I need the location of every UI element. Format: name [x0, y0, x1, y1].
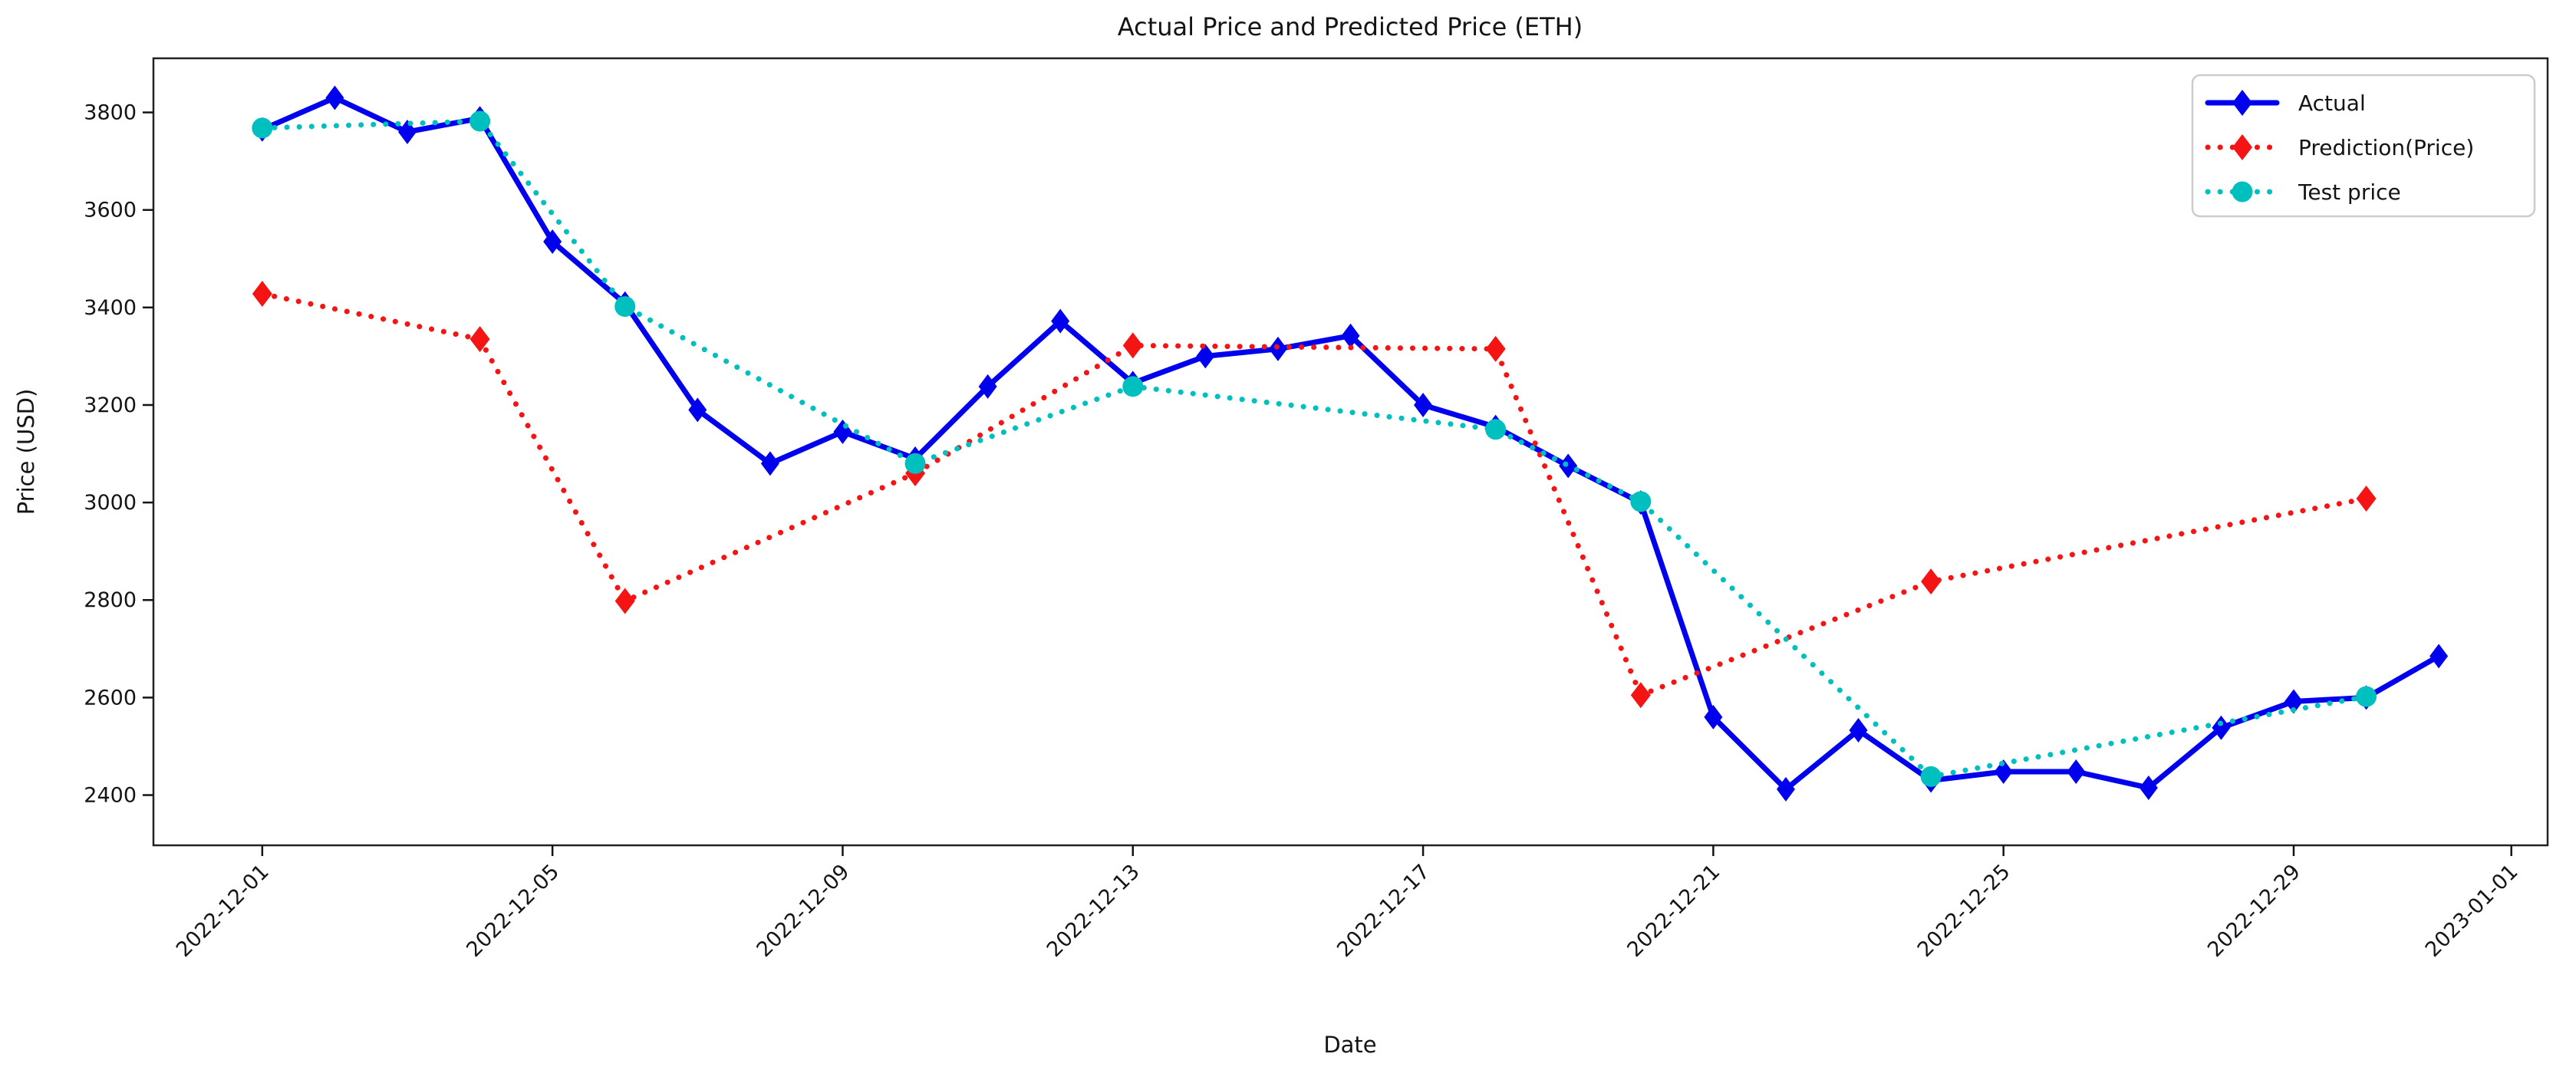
x-tick-label: 2022-12-25 — [1913, 860, 2015, 962]
data-point-marker — [904, 453, 926, 474]
data-point-marker — [1630, 491, 1652, 512]
data-point-marker — [543, 229, 562, 255]
legend-marker — [2232, 90, 2252, 116]
data-point-marker — [1849, 717, 1868, 743]
data-point-marker — [1122, 332, 1143, 359]
y-axis-label: Price (USD) — [13, 389, 39, 515]
x-tick-label: 2022-12-01 — [172, 860, 274, 962]
data-point-marker — [325, 85, 344, 110]
data-point-marker — [978, 374, 997, 399]
data-point-marker — [1341, 323, 1360, 348]
data-point-marker — [2356, 486, 2377, 512]
y-tick-label: 3400 — [84, 296, 137, 320]
x-tick-label: 2022-12-09 — [753, 860, 855, 962]
y-tick-label: 2800 — [84, 588, 137, 612]
data-point-marker — [833, 419, 852, 444]
y-tick-label: 3600 — [84, 199, 137, 222]
x-tick-label: 2022-12-21 — [1622, 860, 1724, 962]
data-point-marker — [1485, 335, 1506, 362]
data-point-marker — [1196, 344, 1215, 369]
data-point-marker — [1704, 704, 1723, 729]
data-point-marker — [2356, 686, 2377, 707]
data-point-marker — [252, 281, 272, 308]
data-point-marker — [614, 588, 635, 614]
data-point-marker — [2212, 715, 2231, 740]
x-tick-label: 2022-12-17 — [1332, 860, 1435, 962]
series-line — [259, 118, 2370, 779]
series-test-price — [252, 110, 2377, 787]
y-tick-label: 2400 — [84, 784, 137, 808]
data-point-marker — [2139, 775, 2158, 800]
legend-label: Test price — [2298, 179, 2401, 205]
data-point-marker — [1630, 682, 1651, 709]
data-point-marker — [614, 296, 636, 318]
data-point-marker — [2429, 644, 2449, 669]
data-point-marker — [688, 397, 707, 423]
chart-series — [252, 85, 2449, 802]
y-tick-label: 3800 — [84, 101, 137, 125]
data-point-marker — [760, 451, 779, 476]
chart-title: Actual Price and Predicted Price (ETH) — [1118, 12, 1583, 41]
data-point-marker — [2284, 689, 2303, 714]
series-line — [259, 94, 2442, 792]
legend-label: Prediction(Price) — [2298, 135, 2474, 160]
legend-marker — [2232, 134, 2252, 160]
data-point-marker — [469, 110, 491, 132]
x-tick-label: 2022-12-29 — [2203, 860, 2305, 962]
plot-area-frame — [152, 57, 2549, 847]
data-point-marker — [469, 326, 490, 353]
data-point-marker — [1921, 568, 1942, 595]
data-point-marker — [1051, 308, 1070, 334]
data-point-marker — [1994, 759, 2013, 785]
x-axis-label: Date — [1323, 1032, 1376, 1058]
data-point-marker — [1414, 392, 1433, 417]
data-point-marker — [1920, 766, 1942, 787]
data-point-marker — [398, 119, 417, 144]
x-tick-label: 2022-12-05 — [462, 860, 564, 962]
data-point-marker — [252, 117, 273, 139]
y-tick-label: 2600 — [84, 686, 137, 710]
y-tick-label: 3000 — [84, 491, 137, 515]
series-line — [259, 291, 2370, 698]
series-prediction-price- — [252, 281, 2377, 709]
data-point-marker — [1122, 376, 1144, 397]
legend-label: Actual — [2298, 91, 2366, 116]
x-tick-label: 2022-12-13 — [1043, 860, 1145, 962]
x-tick-label: 2023-01-01 — [2421, 860, 2523, 962]
legend: Actual Prediction(Price) Test price — [2191, 74, 2536, 218]
series-actual — [252, 85, 2449, 802]
legend-box — [2191, 74, 2536, 218]
data-point-marker — [2067, 759, 2086, 785]
data-point-marker — [1485, 419, 1507, 440]
data-point-marker — [1559, 453, 1578, 479]
data-point-marker — [1776, 776, 1795, 802]
y-tick-label: 3200 — [84, 394, 137, 417]
axis-ticks: 2400 2600 2800 3000 3200 3400 3600 3800 2022-12-… — [84, 101, 2522, 962]
legend-marker — [2232, 181, 2253, 203]
